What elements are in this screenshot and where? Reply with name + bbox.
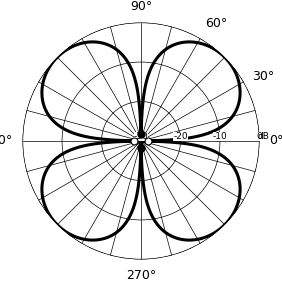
Text: 0: 0 (257, 132, 262, 141)
Text: 270°: 270° (126, 269, 156, 282)
Text: 90°: 90° (130, 0, 152, 13)
Text: -20: -20 (173, 132, 188, 141)
Text: -10: -10 (213, 132, 227, 141)
Text: dB: dB (257, 132, 269, 141)
Text: -30: -30 (134, 132, 148, 141)
Text: 60°: 60° (205, 17, 227, 30)
Text: 180°: 180° (0, 135, 13, 147)
Text: 0°: 0° (269, 135, 282, 147)
Text: 30°: 30° (252, 70, 274, 83)
